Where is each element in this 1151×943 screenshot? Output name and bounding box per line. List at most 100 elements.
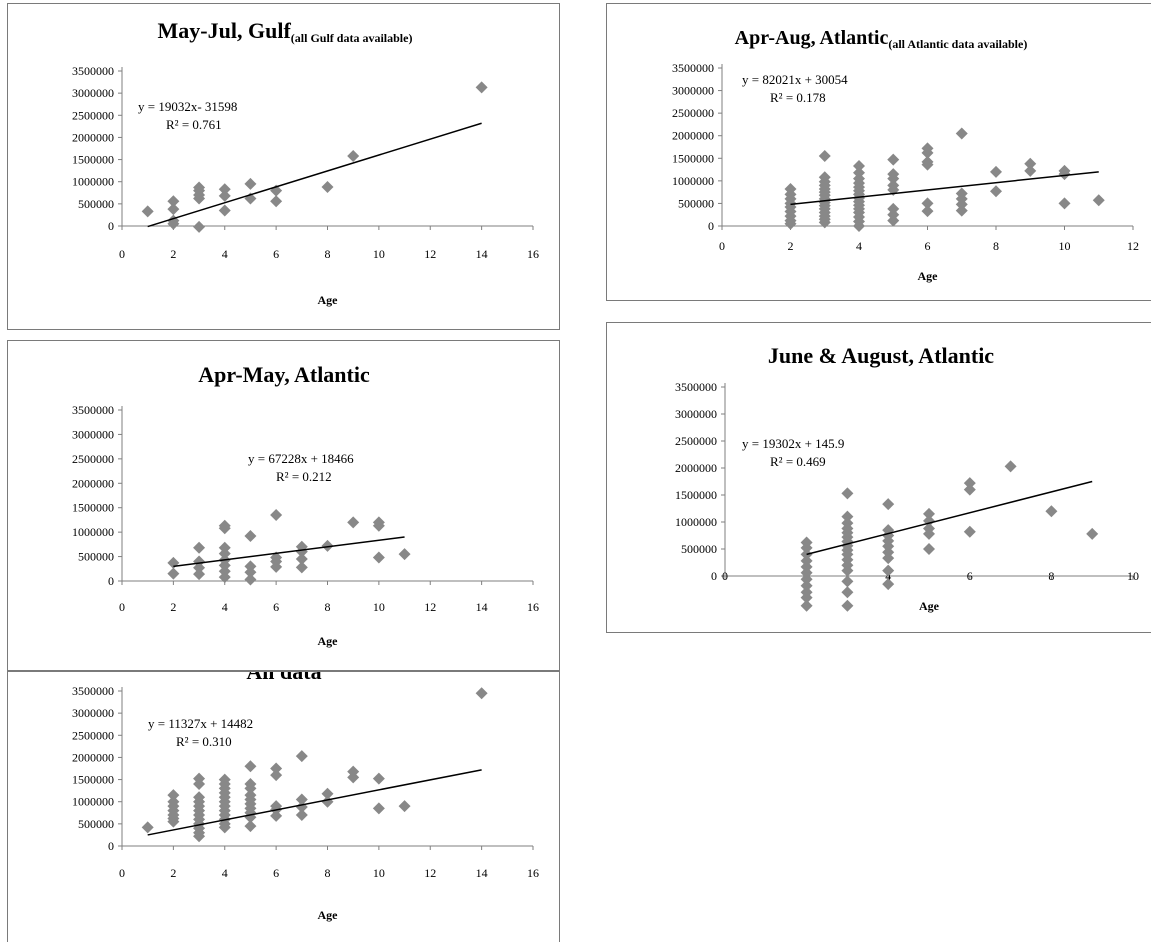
data-point bbox=[244, 573, 257, 586]
data-point bbox=[800, 566, 813, 579]
x-tick-label: 8 bbox=[325, 866, 331, 880]
data-point bbox=[321, 181, 334, 194]
chart-title-text: May-Jul, Gulf bbox=[158, 18, 292, 43]
x-tick-label: 10 bbox=[1059, 239, 1071, 253]
data-point bbox=[921, 158, 934, 171]
chart-panel-may-jul-gulf: May-Jul, Gulf(all Gulf data available) 0 5… bbox=[7, 3, 560, 330]
y-tick-label: 2000000 bbox=[672, 129, 714, 143]
x-tick-label: 12 bbox=[1127, 239, 1139, 253]
x-tick-label: 4 bbox=[222, 247, 228, 261]
y-tick-label: 500000 bbox=[78, 197, 114, 211]
x-tick-label: 0 bbox=[119, 866, 125, 880]
data-point bbox=[218, 547, 231, 560]
x-tick-label: 14 bbox=[476, 247, 488, 261]
data-point bbox=[295, 750, 308, 763]
data-point bbox=[295, 809, 308, 821]
data-point bbox=[955, 204, 968, 217]
chart-title: All data bbox=[246, 672, 321, 684]
data-point bbox=[270, 769, 283, 782]
chart-title: June & August, Atlantic bbox=[768, 343, 994, 368]
y-tick-label: 3500000 bbox=[72, 684, 114, 698]
chart-svg: All data 0 500000 1000000 1500000 2000000 2500… bbox=[72, 672, 539, 922]
x-axis-label: Age bbox=[318, 634, 339, 648]
data-point bbox=[1058, 168, 1071, 181]
data-point bbox=[1092, 194, 1105, 207]
y-tick-label: 2500000 bbox=[72, 452, 114, 466]
data-point bbox=[800, 591, 813, 604]
y-tick-label: 0 bbox=[711, 569, 717, 583]
data-point bbox=[841, 586, 854, 599]
y-tick-label: 3500000 bbox=[72, 403, 114, 417]
x-tick-label: 4 bbox=[222, 600, 228, 614]
y-tick-label: 2000000 bbox=[72, 130, 114, 144]
data-point bbox=[218, 183, 231, 196]
data-point bbox=[372, 551, 385, 564]
x-tick-label: 14 bbox=[476, 600, 488, 614]
trendline-equation: y = 11327x + 14482 bbox=[148, 716, 253, 731]
data-point bbox=[218, 522, 231, 535]
y-tick-label: 500000 bbox=[678, 196, 714, 210]
x-tick-label: 4 bbox=[856, 239, 862, 253]
x-tick-label: 8 bbox=[993, 239, 999, 253]
y-tick-label: 1000000 bbox=[72, 525, 114, 539]
data-point bbox=[218, 204, 231, 217]
x-tick-label: 10 bbox=[373, 247, 385, 261]
data-point bbox=[167, 556, 180, 569]
y-tick-label: 1500000 bbox=[72, 153, 114, 167]
data-point bbox=[1045, 505, 1058, 518]
data-point bbox=[295, 561, 308, 574]
x-tick-label: 16 bbox=[527, 247, 539, 261]
data-point bbox=[270, 195, 283, 208]
data-point bbox=[193, 561, 206, 574]
x-axis-label: Age bbox=[318, 908, 339, 922]
data-point bbox=[270, 560, 283, 573]
data-point bbox=[963, 525, 976, 538]
x-tick-label: 6 bbox=[925, 239, 931, 253]
trendline-equation: y = 19302x + 145.9 bbox=[742, 436, 844, 451]
x-tick-label: 10 bbox=[1127, 569, 1139, 583]
chart-title-text: Apr-May, Atlantic bbox=[198, 362, 370, 387]
y-tick-label: 3000000 bbox=[72, 706, 114, 720]
data-point bbox=[818, 150, 831, 163]
data-point bbox=[244, 177, 257, 190]
data-point bbox=[244, 782, 257, 795]
x-tick-label: 2 bbox=[170, 866, 176, 880]
x-tick-label: 12 bbox=[424, 247, 436, 261]
x-tick-label: 10 bbox=[373, 866, 385, 880]
chart-subtitle: (all Atlantic data available) bbox=[888, 37, 1027, 51]
y-tick-label: 0 bbox=[108, 574, 114, 588]
x-tick-label: 2 bbox=[788, 239, 794, 253]
y-tick-label: 1000000 bbox=[72, 795, 114, 809]
data-point bbox=[923, 527, 935, 540]
y-tick-label: 2500000 bbox=[72, 108, 114, 122]
chart-title-text: All data bbox=[246, 672, 321, 684]
data-point bbox=[141, 205, 154, 218]
data-point bbox=[372, 519, 385, 532]
chart-title: Apr-May, Atlantic bbox=[198, 362, 370, 387]
chart-panel-june-august-atlantic: June & August, Atlantic 0 500000 1000000 150… bbox=[606, 322, 1151, 633]
x-tick-label: 10 bbox=[373, 600, 385, 614]
y-tick-label: 0 bbox=[708, 219, 714, 233]
data-point bbox=[882, 578, 895, 591]
data-point bbox=[923, 507, 935, 520]
chart-title-text: Apr-Aug, Atlantic bbox=[735, 27, 889, 49]
data-point bbox=[347, 516, 360, 529]
data-point bbox=[321, 787, 334, 800]
y-tick-label: 3500000 bbox=[672, 61, 714, 75]
chart-panel-apr-aug-atlantic: Apr-Aug, Atlantic(all Atlantic data avai… bbox=[606, 3, 1151, 301]
data-point bbox=[295, 545, 308, 558]
x-tick-label: 8 bbox=[325, 600, 331, 614]
y-tick-label: 2500000 bbox=[675, 434, 717, 448]
data-point bbox=[244, 760, 257, 773]
data-point bbox=[990, 165, 1002, 178]
y-tick-label: 500000 bbox=[78, 817, 114, 831]
data-point bbox=[244, 820, 257, 833]
x-tick-label: 4 bbox=[222, 866, 228, 880]
data-point bbox=[923, 543, 935, 555]
data-point bbox=[800, 573, 813, 586]
trendline-equation: y = 82021x + 30054 bbox=[742, 72, 848, 87]
data-point bbox=[921, 146, 934, 159]
chart-subtitle: (all Gulf data available) bbox=[291, 31, 413, 45]
trendline bbox=[147, 122, 482, 228]
y-tick-label: 1500000 bbox=[675, 488, 717, 502]
